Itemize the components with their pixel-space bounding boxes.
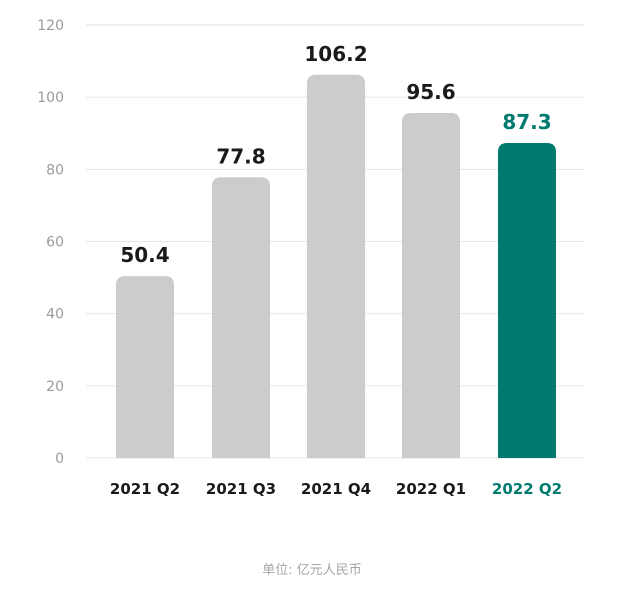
value-label: 95.6 xyxy=(406,80,455,104)
value-label: 50.4 xyxy=(120,243,169,267)
value-labels: 50.4 77.8 106.2 95.6 87.3 xyxy=(120,42,551,267)
category-label: 2021 Q2 xyxy=(110,480,180,498)
bar-2022-q1 xyxy=(402,113,460,458)
bar-2021-q4 xyxy=(307,74,365,459)
value-label: 87.3 xyxy=(502,110,551,134)
bar-2021-q3 xyxy=(212,177,270,458)
category-label: 2021 Q4 xyxy=(301,480,371,498)
y-tick-label: 20 xyxy=(46,379,64,395)
category-label: 2022 Q1 xyxy=(396,480,466,498)
bar-2022-q2 xyxy=(498,142,556,458)
y-tick-label: 0 xyxy=(55,451,64,467)
y-tick-label: 120 xyxy=(37,18,64,34)
value-label: 77.8 xyxy=(216,144,265,168)
category-label: 2022 Q2 xyxy=(492,480,562,498)
unit-note: 单位: 亿元人民币 xyxy=(262,563,362,578)
y-axis-ticks: 0 20 40 60 80 100 120 xyxy=(37,18,64,467)
y-tick-label: 40 xyxy=(46,307,64,323)
category-label: 2021 Q3 xyxy=(206,480,276,498)
y-tick-label: 100 xyxy=(37,90,64,106)
bar-2021-q2 xyxy=(116,276,174,458)
y-tick-label: 80 xyxy=(46,162,64,178)
value-label: 106.2 xyxy=(304,42,367,66)
y-tick-label: 60 xyxy=(46,235,64,251)
category-labels: 2021 Q2 2021 Q3 2021 Q4 2022 Q1 2022 Q2 xyxy=(110,480,562,498)
bars xyxy=(116,74,556,459)
